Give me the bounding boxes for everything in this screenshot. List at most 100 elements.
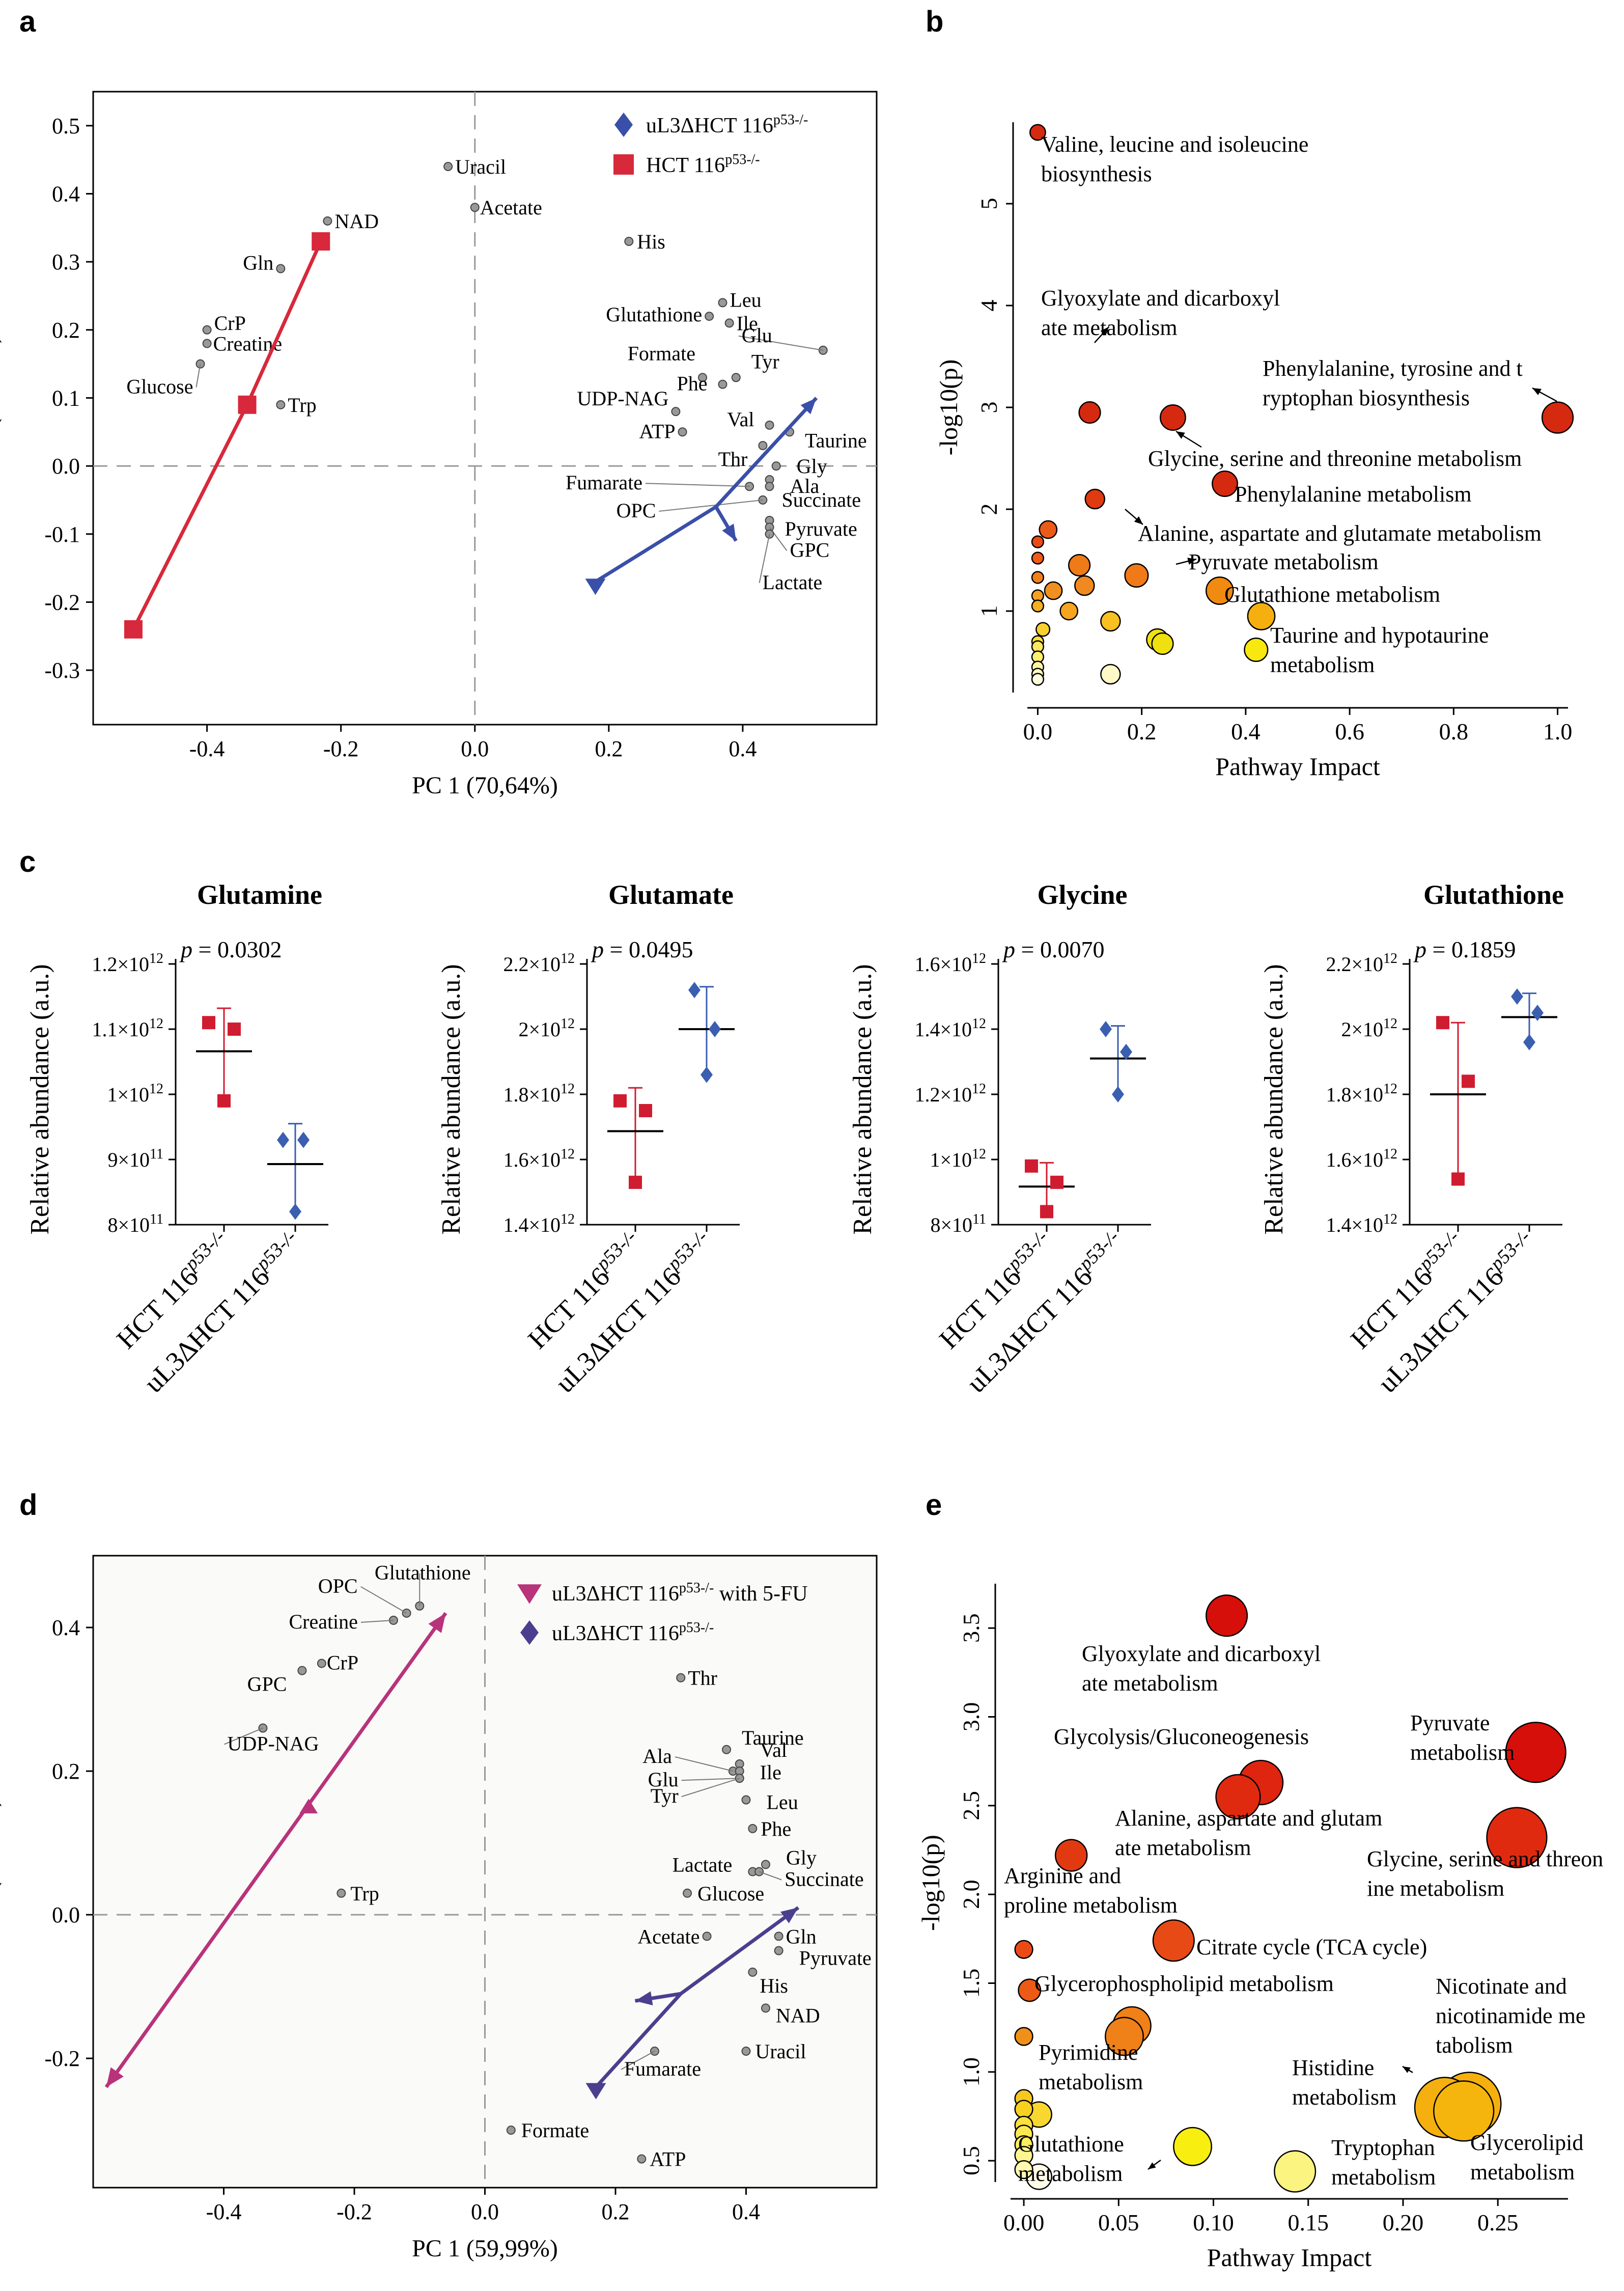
loading-label: Ala [790, 475, 820, 498]
loading-label: NAD [776, 2004, 820, 2027]
legend-marker [614, 113, 633, 137]
loading-label: UDP-NAG [227, 1732, 319, 1755]
legend-superscript: p53-/- [773, 112, 808, 128]
pathway-label-line: Nicotinate and [1436, 1974, 1567, 1999]
pathway-label-line: Glycine, serine and threonine metabolism [1148, 446, 1522, 471]
data-point [1451, 1172, 1465, 1186]
legend-superscript: p53-/- [679, 1620, 714, 1636]
y-tick-exponent: 11 [972, 1211, 986, 1227]
data-point [639, 1104, 652, 1117]
pathway-label: Glutathione metabolism [1224, 582, 1440, 607]
loading-label: CrP [327, 1651, 358, 1674]
y-tick-exponent: 12 [149, 951, 163, 967]
x-category-superscript: p53-/- [1414, 1226, 1463, 1276]
pathway-label-line: Histidine [1292, 2055, 1374, 2080]
pathway-bubble [1274, 2150, 1317, 2193]
pathway-label: Glycerolipid metabolism [1470, 2130, 1583, 2185]
loading-point [705, 312, 714, 321]
data-point [1025, 1159, 1038, 1173]
loading-label: Lactate [673, 1854, 733, 1876]
loading-point [748, 1824, 758, 1833]
bubble-plot-b: 0.0 0.2 0.4 0.6 0.8 1.0 1 2 3 4 5 Pathway Impact -lo… [934, 122, 1574, 781]
y-tick-label: -0.2 [44, 2046, 80, 2071]
pathway-label-line: tabolism [1436, 2033, 1513, 2058]
y-tick-exponent: 12 [972, 1081, 986, 1097]
pathway-bubble [1173, 2127, 1213, 2166]
pathway-label-line: Pyruvate metabolism [1189, 549, 1379, 574]
p-italic: p [1002, 936, 1015, 962]
pathway-bubble [1100, 611, 1121, 632]
pathway-label-line: Glutathione [1018, 2132, 1124, 2157]
loading-label: Fumarate [624, 2057, 701, 2080]
pathway-label: Glutathione metabolism [1018, 2132, 1124, 2186]
y-axis-label: Relative abundance (a.u.) [25, 964, 54, 1234]
loading-label: ATP [650, 2148, 686, 2171]
legend-superscript: p53-/- [679, 1580, 714, 1596]
series-arrow-ul3 [780, 1908, 799, 1923]
x-tick-label: -0.4 [189, 736, 225, 761]
loading-label: Ile [737, 312, 758, 335]
leader-line [195, 364, 201, 388]
data-point [629, 1175, 642, 1189]
p-value-text: = 0.0495 [604, 936, 693, 962]
loading-label: Uracil [755, 2040, 806, 2063]
pathway-label-line: metabolism [1292, 2085, 1396, 2110]
y-tick-exponent: 12 [149, 1016, 163, 1032]
y-tick-label: 5 [976, 198, 1002, 210]
loading-label: Leu [767, 1790, 798, 1813]
y-tick-label: 3.5 [958, 1613, 984, 1643]
loading-label: CrP [214, 312, 246, 335]
loading-label: GPC [247, 1673, 287, 1696]
pathway-bubble [1014, 2100, 1033, 2119]
loading-label: Tyr [751, 350, 779, 373]
legend-marker [520, 1620, 539, 1645]
leader-line [738, 335, 823, 351]
series-line-ul3 [594, 1992, 682, 2088]
pathway-label-line: Glycerophospholipid metabolism [1034, 1971, 1334, 1996]
pathway-label: Alanine, aspartate and glutam ate metabol… [1115, 1806, 1382, 1860]
y-tick-exponent: 12 [1383, 1146, 1397, 1162]
annotation-arrow-head [1176, 431, 1185, 439]
x-category-superscript: p53-/- [1485, 1226, 1534, 1276]
p-value-text: = 0.0302 [192, 936, 282, 962]
legend-marker [613, 154, 634, 175]
data-point [202, 1016, 215, 1030]
loading-label: ATP [639, 420, 675, 443]
series-arrow-ul3 [800, 398, 817, 415]
pathway-label-line: ate metabolism [1041, 315, 1178, 340]
loading-label: Taurine [742, 1726, 804, 1749]
x-tick-label: 0.8 [1439, 719, 1469, 744]
y-tick-label: 8×1011 [107, 1211, 163, 1236]
pathway-label-line: Valine, leucine and isoleucine [1041, 132, 1308, 157]
y-tick-label: 1.2×1012 [914, 1081, 986, 1106]
panel-letter-e: e [926, 1488, 942, 1522]
legend-label: HCT 116p53-/- [646, 152, 760, 177]
loading-label: OPC [617, 499, 656, 522]
loading-label: Gln [786, 1925, 817, 1948]
series-line-5fu [104, 1612, 447, 2088]
loading-label: Glutathione [606, 303, 702, 326]
x-tick-label: 0.4 [729, 736, 757, 761]
y-tick-exponent: 12 [1383, 1081, 1397, 1097]
y-tick-label: 1.6×1012 [914, 951, 986, 976]
y-tick-label: 2.2×1012 [1326, 951, 1397, 976]
loading-point [506, 2126, 516, 2135]
y-tick-exponent: 12 [1383, 1211, 1397, 1227]
subplot-title: Glutathione [1423, 879, 1564, 910]
pathway-bubble [1124, 563, 1149, 588]
x-tick-label: 0.00 [1003, 2210, 1045, 2235]
pathway-label-line: metabolism [1331, 2165, 1436, 2190]
pathway-bubble [1059, 601, 1079, 621]
pathway-bubble [1068, 554, 1091, 577]
pathway-bubble [1215, 1774, 1261, 1820]
y-tick-exponent: 12 [561, 1211, 575, 1227]
legend-extra: with 5-FU [714, 1582, 807, 1606]
loading-point [774, 1931, 783, 1941]
pathway-bubble [1105, 2017, 1144, 2056]
y-tick-label: 0.3 [52, 250, 80, 274]
y-tick-exponent: 12 [972, 951, 986, 967]
data-point [277, 1131, 289, 1148]
pathway-label-line: nicotinamide me [1436, 2003, 1585, 2028]
pathway-bubble [1031, 571, 1045, 584]
